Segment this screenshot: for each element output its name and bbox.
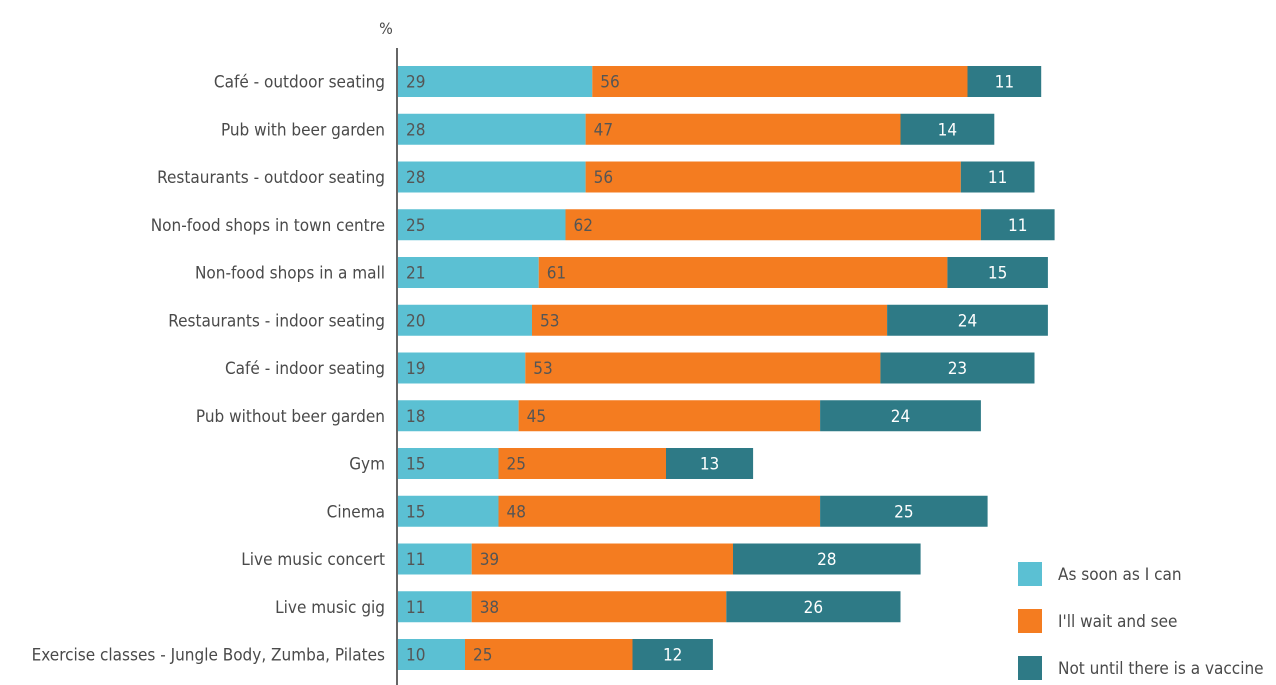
category-label: Live music gig (275, 598, 385, 618)
data-label: 25 (406, 216, 425, 236)
legend: As soon as I can I'll wait and see Not unt… (1018, 562, 1264, 680)
unit-label: % (379, 19, 393, 38)
legend-label: As soon as I can (1058, 565, 1182, 585)
category-label: Café - outdoor seating (214, 73, 385, 93)
bar-as-soon-as-i-can (398, 66, 592, 97)
data-label: 53 (540, 311, 559, 331)
bar-i-ll-wait-and-see (566, 209, 981, 240)
data-label: 13 (700, 455, 719, 475)
data-label: 61 (547, 264, 566, 284)
legend-swatch-not-until-there-is-a-vaccine (1018, 656, 1042, 680)
data-label: 21 (406, 264, 425, 284)
data-label: 12 (663, 646, 682, 666)
category-label: Restaurants - indoor seating (168, 311, 385, 331)
data-label: 23 (948, 359, 967, 379)
data-label: 11 (995, 73, 1014, 93)
data-label: 24 (891, 407, 910, 427)
category-label: Restaurants - outdoor seating (157, 168, 385, 188)
data-label: 53 (533, 359, 552, 379)
data-label: 11 (1008, 216, 1027, 236)
legend-swatch-i-ll-wait-and-see (1018, 609, 1042, 633)
bars-group: Café - outdoor seating 29 56 11 Pub with bee… (32, 66, 1055, 670)
data-label: 14 (938, 120, 957, 140)
legend-swatch-as-soon-as-i-can (1018, 562, 1042, 586)
data-label: 18 (406, 407, 425, 427)
data-label: 47 (594, 120, 613, 140)
data-label: 15 (406, 502, 425, 522)
data-label: 10 (406, 646, 425, 666)
data-label: 48 (507, 502, 526, 522)
bar-i-ll-wait-and-see (472, 591, 727, 622)
category-label: Gym (349, 455, 385, 475)
category-label: Pub with beer garden (221, 120, 385, 140)
bar-i-ll-wait-and-see (499, 496, 821, 527)
category-label: Cinema (327, 502, 385, 522)
bar-as-soon-as-i-can (398, 162, 586, 193)
data-label: 11 (988, 168, 1007, 188)
legend-label: Not until there is a vaccine (1058, 659, 1264, 679)
data-label: 38 (480, 598, 499, 618)
data-label: 28 (406, 168, 425, 188)
data-label: 15 (988, 264, 1007, 284)
data-label: 56 (594, 168, 613, 188)
data-label: 25 (473, 646, 492, 666)
data-label: 19 (406, 359, 425, 379)
category-label: Non-food shops in a mall (195, 264, 385, 284)
data-label: 28 (406, 120, 425, 140)
data-label: 28 (817, 550, 836, 570)
legend-label: I'll wait and see (1058, 612, 1177, 632)
data-label: 45 (527, 407, 546, 427)
data-label: 25 (894, 502, 913, 522)
bar-i-ll-wait-and-see (586, 162, 961, 193)
data-label: 56 (600, 73, 619, 93)
bar-i-ll-wait-and-see (586, 114, 901, 145)
category-label: Café - indoor seating (225, 359, 385, 379)
bar-i-ll-wait-and-see (532, 305, 887, 336)
category-label: Exercise classes - Jungle Body, Zumba, P… (32, 646, 385, 666)
data-label: 29 (406, 73, 425, 93)
data-label: 62 (574, 216, 593, 236)
category-label: Non-food shops in town centre (151, 216, 385, 236)
data-label: 20 (406, 311, 425, 331)
bar-i-ll-wait-and-see (472, 544, 733, 575)
data-label: 11 (406, 550, 425, 570)
data-label: 15 (406, 455, 425, 475)
data-label: 25 (507, 455, 526, 475)
data-label: 39 (480, 550, 499, 570)
category-label: Pub without beer garden (196, 407, 385, 427)
bar-i-ll-wait-and-see (525, 353, 880, 384)
bar-i-ll-wait-and-see (519, 400, 821, 431)
bar-as-soon-as-i-can (398, 114, 586, 145)
data-label: 24 (958, 311, 977, 331)
bar-i-ll-wait-and-see (592, 66, 967, 97)
category-label: Live music concert (241, 550, 385, 570)
data-label: 11 (406, 598, 425, 618)
data-label: 26 (804, 598, 823, 618)
bar-i-ll-wait-and-see (539, 257, 948, 288)
